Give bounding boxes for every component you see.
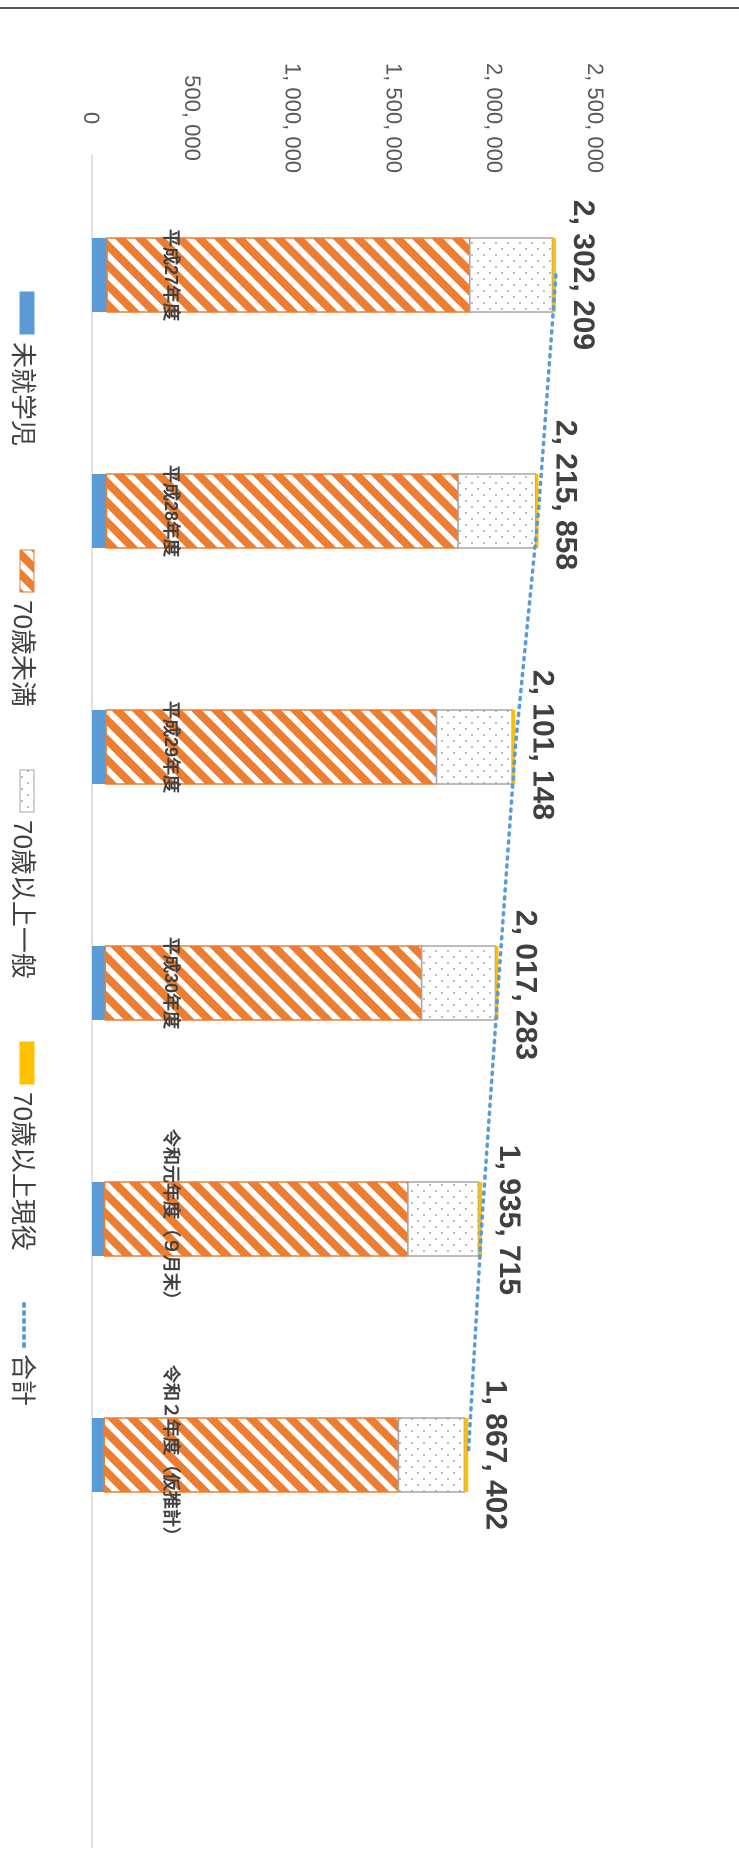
category-label: 令和２年度（仮推計） — [161, 1364, 182, 1545]
value-tick-label: 500, 000 — [180, 75, 205, 161]
category-label: 平成27年度 — [161, 229, 182, 322]
bar-segment-3 — [397, 1417, 466, 1493]
legend-swatch-4 — [19, 1041, 35, 1085]
bar-segment-1 — [91, 238, 108, 312]
bar-segment-1 — [92, 1182, 105, 1256]
value-tick-label: 1, 500, 000 — [381, 63, 406, 173]
bar-segment-1 — [92, 946, 106, 1020]
value-tick-label: 0 — [79, 112, 104, 124]
category-label: 平成28年度 — [161, 465, 182, 558]
bar-segment-3 — [457, 473, 537, 549]
bar-segment-4 — [478, 1182, 483, 1256]
legend-label: 合計 — [8, 1354, 38, 1406]
legend-swatch-3 — [19, 769, 35, 813]
value-tick-label: 1, 000, 000 — [281, 63, 306, 173]
total-data-label: 2, 101, 148 — [526, 670, 559, 820]
total-data-label: 2, 215, 858 — [549, 420, 582, 570]
legend-swatch-2 — [19, 549, 35, 593]
category-label: 平成30年度 — [161, 937, 182, 1030]
legend-label: 70歳未満 — [8, 600, 38, 707]
category-label: 平成29年度 — [161, 701, 182, 794]
bar-segment-3 — [435, 709, 513, 785]
total-line — [466, 273, 558, 1457]
bar-segment-3 — [469, 237, 554, 313]
bar-segment-1 — [92, 1418, 105, 1492]
total-data-label: 1, 935, 715 — [493, 1145, 526, 1295]
legend-label: 70歳以上現役 — [8, 1092, 38, 1251]
bar-segment-1 — [91, 474, 107, 548]
legend-label: 未就学児 — [8, 342, 38, 446]
bar-segment-2 — [105, 473, 459, 549]
bar-segment-1 — [91, 710, 107, 784]
total-data-label: 1, 867, 402 — [479, 1380, 512, 1530]
total-data-label: 2, 302, 209 — [567, 200, 600, 350]
bar-segment-2 — [103, 1417, 400, 1493]
category-label: 令和元年度（９月末） — [161, 1128, 182, 1309]
legend-label: 70歳以上一般 — [8, 820, 38, 979]
bar-segment-2 — [103, 1181, 409, 1257]
total-data-label: 2, 017, 283 — [509, 910, 542, 1060]
value-tick-label: 2, 500, 000 — [583, 63, 608, 173]
value-tick-label: 2, 000, 000 — [482, 63, 507, 173]
bar-segment-2 — [104, 945, 423, 1021]
bar-segment-3 — [420, 945, 497, 1021]
legend-swatch-1 — [19, 291, 35, 335]
bar-segment-2 — [105, 709, 438, 785]
bar-segment-3 — [407, 1181, 480, 1257]
bar-segment-4 — [464, 1418, 469, 1492]
